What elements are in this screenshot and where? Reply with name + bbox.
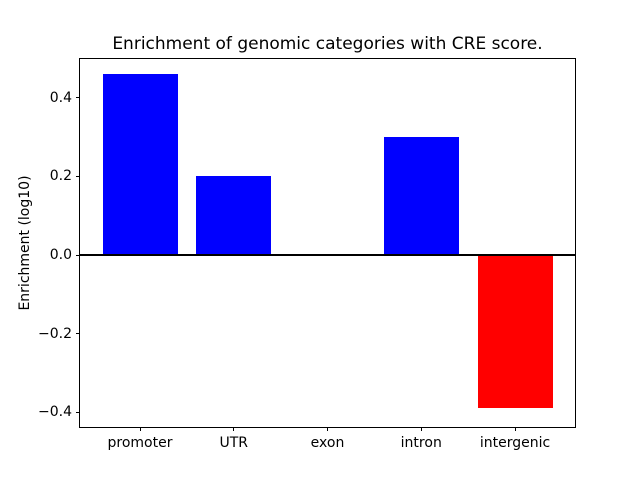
- x-tick-label-exon: exon: [310, 435, 345, 451]
- x-tick-label-promoter: promoter: [107, 435, 173, 451]
- y-tick-mark: [76, 333, 80, 335]
- x-tick-label-intron: intron: [400, 435, 442, 451]
- y-tick-mark: [76, 411, 80, 413]
- y-tick-label: 0.4: [49, 89, 72, 106]
- y-tick-mark: [76, 97, 80, 99]
- y-tick-label: −0.2: [38, 325, 72, 342]
- chart-title: Enrichment of genomic categories with CR…: [112, 34, 543, 54]
- x-tick-mark: [420, 427, 422, 431]
- y-tick-label: −0.4: [38, 404, 72, 421]
- y-tick-mark: [76, 254, 80, 256]
- x-tick-label-intergenic: intergenic: [479, 435, 551, 451]
- y-tick-label: 0.2: [49, 168, 72, 185]
- y-tick-label: 0.0: [49, 247, 72, 263]
- bar-intergenic: [477, 255, 553, 409]
- x-tick-mark: [514, 427, 516, 431]
- bar-intron: [383, 136, 459, 255]
- y-axis-label: Enrichment (log10): [17, 175, 33, 311]
- x-tick-mark: [233, 427, 235, 431]
- x-tick-mark: [327, 427, 328, 431]
- zero-line: [80, 254, 575, 256]
- bar-UTR: [196, 176, 272, 255]
- bar-promoter: [102, 73, 178, 255]
- x-tick-mark: [139, 427, 141, 431]
- y-tick-mark: [76, 175, 80, 177]
- x-tick-label-UTR: UTR: [219, 435, 249, 451]
